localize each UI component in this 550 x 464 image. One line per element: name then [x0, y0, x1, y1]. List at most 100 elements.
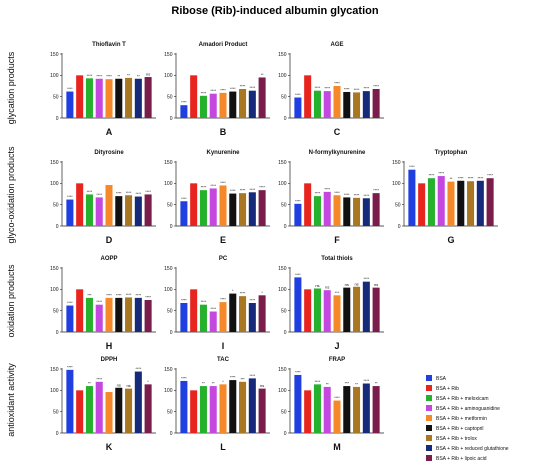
significance-label: *: [147, 380, 149, 384]
chart-title: Total thiols: [321, 256, 353, 262]
bar: [294, 374, 302, 433]
bar: [180, 201, 188, 226]
y-tick-label: 50: [281, 202, 287, 208]
bar: [353, 197, 361, 226]
bar: [408, 169, 416, 226]
bar: [447, 181, 455, 226]
panel-letter: M: [333, 442, 341, 452]
y-tick-label: 100: [50, 73, 59, 79]
bar: [229, 193, 237, 226]
bar: [229, 293, 237, 332]
bar: [95, 381, 103, 433]
significance-label: ns: [354, 281, 358, 286]
y-tick-label: 0: [170, 431, 173, 437]
bar: [66, 199, 74, 226]
y-tick-label: 150: [50, 266, 59, 272]
significance-label: **: [261, 73, 264, 77]
legend-label: BSA + Rib: [436, 386, 459, 392]
legend-item: BSA: [426, 375, 447, 382]
y-tick-label: 0: [170, 224, 173, 230]
bar: [294, 277, 302, 332]
bar: [85, 297, 93, 332]
bar: [304, 390, 312, 433]
chart-title: AGE: [330, 42, 343, 48]
significance-label: ****: [201, 91, 207, 95]
bar: [115, 196, 123, 226]
bar: [180, 105, 188, 118]
significance-label: ****: [181, 197, 187, 201]
y-tick-label: 50: [281, 409, 287, 415]
significance-label: ****: [364, 194, 370, 198]
legend-item: BSA + Rib + meloxicam: [426, 395, 489, 402]
legend-swatch: [426, 455, 432, 461]
significance-label: ****: [468, 177, 474, 181]
significance-label: ****: [259, 186, 265, 190]
significance-label: ****: [354, 88, 360, 92]
significance-label: ****: [136, 367, 142, 371]
bar: [95, 78, 103, 118]
y-tick-label: 50: [281, 94, 287, 100]
bar: [248, 90, 256, 118]
legend-item: BSA + Rib + metformin: [426, 415, 487, 422]
significance-label: ns: [325, 285, 329, 290]
bar: [125, 195, 133, 226]
significance-label: *: [232, 289, 234, 293]
chart-title: PC: [219, 256, 228, 262]
significance-label: ****: [210, 89, 216, 93]
significance-label: ****: [478, 176, 484, 180]
y-tick-label: 150: [392, 160, 401, 166]
legend-swatch: [426, 385, 432, 391]
significance-label: ****: [364, 379, 370, 383]
y-tick-label: 0: [170, 330, 173, 336]
significance-label: ****: [201, 300, 207, 304]
significance-label: ****: [230, 189, 236, 193]
significance-label: ****: [145, 296, 151, 300]
bar: [343, 386, 351, 433]
significance-label: **: [127, 73, 130, 77]
y-tick-label: 100: [50, 287, 59, 293]
significance-label: ****: [373, 84, 379, 88]
y-tick-label: 150: [164, 266, 173, 272]
bar: [313, 384, 321, 433]
y-tick-label: 100: [164, 181, 173, 187]
bar: [372, 386, 380, 433]
chart-title: Kynurenine: [206, 150, 240, 156]
significance-label: ****: [96, 74, 102, 78]
bar: [190, 390, 198, 433]
bar: [353, 92, 361, 118]
significance-label: ****: [230, 376, 236, 380]
significance-label: ****: [126, 191, 132, 195]
bar: [294, 97, 302, 118]
significance-label: *: [222, 380, 224, 384]
significance-label: ns: [126, 383, 130, 388]
significance-label: *: [261, 291, 263, 295]
significance-label: ****: [201, 186, 207, 190]
y-tick-label: 150: [164, 160, 173, 166]
bar: [76, 75, 84, 118]
significance-label: ****: [181, 376, 187, 380]
significance-label: ****: [67, 301, 73, 305]
significance-label: ****: [334, 82, 340, 86]
bar: [239, 88, 247, 118]
y-tick-label: 150: [278, 266, 287, 272]
bar: [134, 196, 142, 226]
significance-label: ****: [106, 293, 112, 297]
bar: [134, 297, 142, 332]
y-tick-label: 50: [53, 308, 59, 314]
significance-label: ****: [220, 181, 226, 185]
bar: [76, 289, 84, 332]
legend-item: BSA + Rib: [426, 385, 459, 392]
legend-label: BSA + Rib + trolox: [436, 436, 477, 442]
significance-label: ****: [181, 101, 187, 105]
bar: [343, 287, 351, 332]
significance-label: ****: [409, 165, 415, 169]
chart-title: FRAP: [329, 357, 345, 363]
y-tick-label: 50: [167, 409, 173, 415]
bar: [219, 92, 227, 118]
legend-label: BSA + Rib + captopril: [436, 426, 484, 432]
y-tick-label: 100: [278, 287, 287, 293]
figure-title: Ribose (Rib)-induced albumin glycation: [171, 5, 378, 17]
